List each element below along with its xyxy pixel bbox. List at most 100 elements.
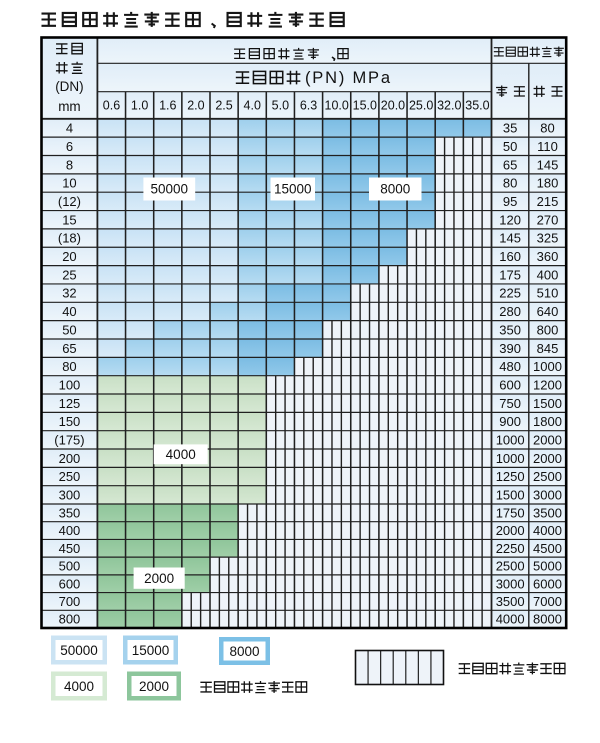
svg-text:65: 65 [503, 157, 517, 172]
svg-text:1000: 1000 [496, 432, 525, 447]
svg-text:700: 700 [59, 594, 81, 609]
svg-text:180: 180 [537, 176, 559, 191]
svg-text:40: 40 [62, 304, 76, 319]
svg-text:750: 750 [499, 396, 521, 411]
svg-text:500: 500 [59, 559, 81, 574]
svg-text:2000: 2000 [533, 451, 562, 466]
svg-text:6000: 6000 [533, 576, 562, 591]
svg-text:7000: 7000 [533, 594, 562, 609]
svg-text:250: 250 [59, 469, 81, 484]
svg-text:8000: 8000 [380, 182, 410, 197]
svg-text:4000: 4000 [533, 523, 562, 538]
svg-text:400: 400 [59, 523, 81, 538]
svg-text:(175): (175) [54, 432, 84, 447]
svg-text:mm: mm [58, 99, 81, 114]
svg-text:300: 300 [59, 487, 81, 502]
svg-text:8000: 8000 [533, 612, 562, 627]
svg-text:360: 360 [537, 249, 559, 264]
svg-text:(18): (18) [58, 231, 81, 246]
svg-text:4000: 4000 [166, 447, 196, 462]
svg-text:100: 100 [59, 377, 81, 392]
svg-text:8000: 8000 [229, 644, 259, 659]
svg-text:640: 640 [537, 304, 559, 319]
svg-text:150: 150 [59, 414, 81, 429]
svg-text:900: 900 [499, 414, 521, 429]
svg-text:5000: 5000 [533, 559, 562, 574]
svg-text:280: 280 [499, 304, 521, 319]
svg-text:2000: 2000 [144, 571, 174, 586]
svg-text:1500: 1500 [496, 487, 525, 502]
svg-text:2500: 2500 [533, 469, 562, 484]
svg-text:390: 390 [499, 341, 521, 356]
svg-text:1000: 1000 [496, 451, 525, 466]
svg-text:145: 145 [537, 157, 559, 172]
svg-text:1750: 1750 [496, 505, 525, 520]
svg-text:15.0: 15.0 [353, 99, 377, 113]
svg-text:1200: 1200 [533, 377, 562, 392]
svg-text:2000: 2000 [496, 523, 525, 538]
svg-text:3500: 3500 [496, 594, 525, 609]
svg-text:1.0: 1.0 [131, 99, 148, 113]
svg-text:50: 50 [503, 139, 517, 154]
svg-text:25.0: 25.0 [409, 99, 433, 113]
svg-text:160: 160 [499, 249, 521, 264]
svg-text:450: 450 [59, 541, 81, 556]
svg-text:145: 145 [499, 231, 521, 246]
svg-text:20.0: 20.0 [381, 99, 405, 113]
svg-text:50: 50 [62, 322, 76, 337]
svg-text:4000: 4000 [496, 612, 525, 627]
svg-text:510: 510 [537, 286, 559, 301]
svg-text:2.5: 2.5 [215, 99, 232, 113]
svg-text:225: 225 [499, 286, 521, 301]
svg-text:350: 350 [499, 322, 521, 337]
svg-text:6.3: 6.3 [300, 99, 317, 113]
svg-text:4: 4 [66, 121, 73, 136]
svg-text:4500: 4500 [533, 541, 562, 556]
svg-text:35.0: 35.0 [465, 99, 489, 113]
svg-text:80: 80 [503, 176, 517, 191]
svg-text:325: 325 [537, 231, 559, 246]
svg-text:2000: 2000 [139, 679, 169, 694]
svg-text:35: 35 [503, 121, 517, 136]
svg-text:4.0: 4.0 [244, 99, 261, 113]
svg-text:400: 400 [537, 267, 559, 282]
svg-text:80: 80 [62, 359, 76, 374]
svg-text:480: 480 [499, 359, 521, 374]
svg-text:32.0: 32.0 [437, 99, 461, 113]
svg-text:95: 95 [503, 194, 517, 209]
svg-text:6: 6 [66, 139, 73, 154]
svg-text:0.6: 0.6 [103, 99, 120, 113]
svg-text:80: 80 [540, 121, 554, 136]
svg-text:270: 270 [537, 212, 559, 227]
svg-text:125: 125 [59, 396, 81, 411]
svg-text:15000: 15000 [274, 182, 312, 197]
svg-text:25: 25 [62, 267, 76, 282]
svg-text:2.0: 2.0 [187, 99, 204, 113]
svg-text:110: 110 [537, 139, 558, 154]
svg-text:1.6: 1.6 [159, 99, 176, 113]
svg-text:20: 20 [62, 249, 76, 264]
svg-text:1500: 1500 [533, 396, 562, 411]
svg-text:350: 350 [59, 505, 81, 520]
svg-text:800: 800 [59, 612, 81, 627]
svg-text:50000: 50000 [60, 643, 98, 658]
svg-text:3500: 3500 [533, 505, 562, 520]
svg-text:800: 800 [537, 322, 559, 337]
svg-text:10.0: 10.0 [325, 99, 349, 113]
svg-text:3000: 3000 [496, 576, 525, 591]
svg-text:845: 845 [537, 341, 559, 356]
svg-text:10: 10 [62, 176, 76, 191]
svg-text:(12): (12) [58, 194, 81, 209]
svg-text:15: 15 [62, 212, 76, 227]
svg-text:1800: 1800 [533, 414, 562, 429]
svg-text:215: 215 [537, 194, 559, 209]
svg-text:200: 200 [59, 451, 81, 466]
svg-text:600: 600 [499, 377, 521, 392]
svg-text:4000: 4000 [64, 679, 94, 694]
svg-text:2000: 2000 [533, 432, 562, 447]
svg-text:600: 600 [59, 576, 81, 591]
svg-text:32: 32 [62, 286, 76, 301]
svg-text:3000: 3000 [533, 487, 562, 502]
svg-text:(PN) MPa: (PN) MPa [305, 69, 392, 87]
svg-text:8: 8 [66, 157, 73, 172]
